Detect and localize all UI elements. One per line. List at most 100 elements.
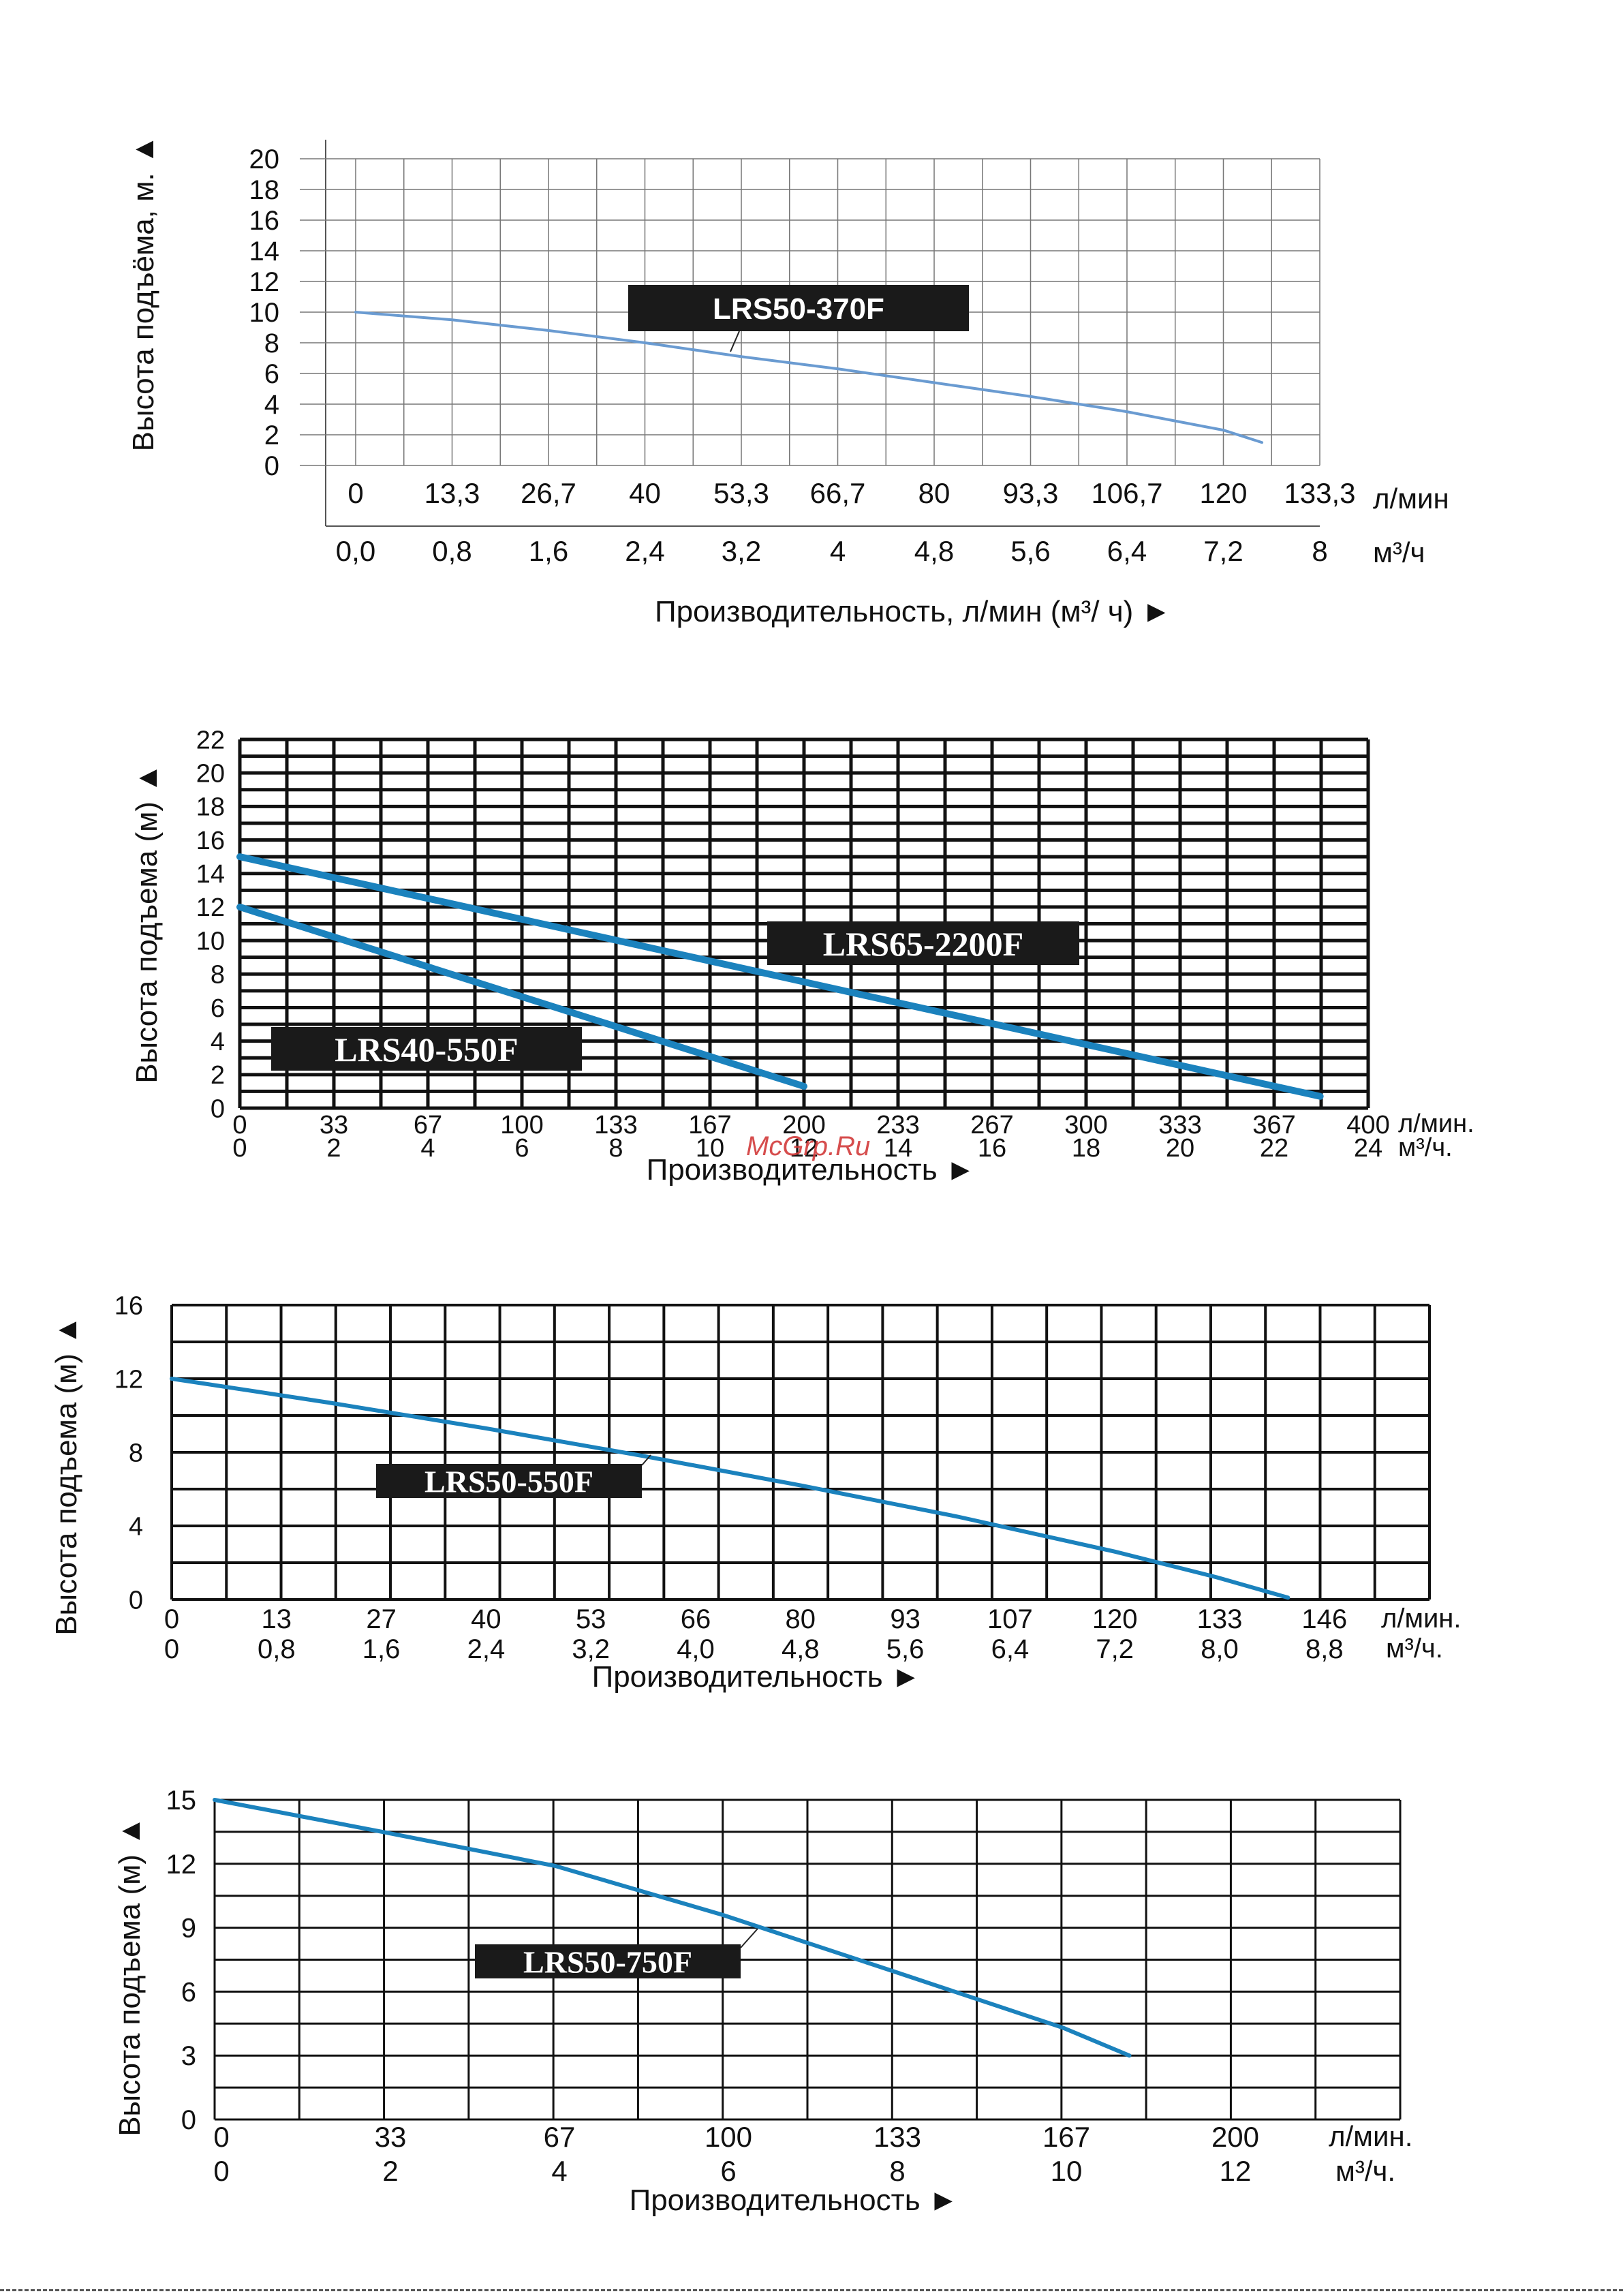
x-tick-label-m3h: 20 — [1166, 1134, 1194, 1163]
y-axis-label: Высота подъема (м) ▲ — [113, 1816, 146, 2137]
label-leader-line — [641, 1454, 651, 1466]
x-tick-label-lmin: 200 — [782, 1111, 825, 1139]
x-tick-label-lmin: 120 — [1199, 477, 1247, 509]
x-tick-label-lmin: 33 — [320, 1111, 348, 1139]
unit-lmin: л/мин. — [1329, 2120, 1412, 2152]
x-tick-label-lmin: 53,3 — [713, 477, 769, 509]
x-tick-label-m3h: 7,2 — [1096, 1634, 1134, 1664]
x-tick-label-m3h: 4 — [420, 1134, 435, 1163]
curve-lrs50-370f — [354, 311, 1264, 444]
x-tick-label-lmin: 67 — [544, 2121, 576, 2153]
series-label-box — [628, 285, 969, 331]
page-bottom-rule — [0, 2289, 1623, 2291]
x-tick-label-lmin: 200 — [1211, 2121, 1259, 2153]
x-tick-label-lmin: 0 — [232, 1111, 247, 1139]
x-axis-label: Производительность ► — [647, 1153, 976, 1187]
x-tick-label-m3h: 0,8 — [258, 1634, 296, 1664]
x-tick-label-lmin: 133,3 — [1284, 477, 1355, 509]
y-tick-label: 8 — [129, 1439, 143, 1467]
y-tick-label: 9 — [181, 1914, 196, 1944]
x-tick-label-lmin: 100 — [500, 1111, 543, 1139]
x-tick-label-lmin: 80 — [918, 477, 950, 509]
unit-m3h: м³/ч. — [1398, 1133, 1453, 1162]
x-tick-label-m3h: 7,2 — [1203, 535, 1243, 567]
series-label: LRS50-750F — [523, 1945, 692, 1980]
x-tick-label-m3h: 4,0 — [677, 1634, 715, 1664]
x-tick-label-m3h: 14 — [884, 1134, 912, 1163]
y-tick-label: 2 — [264, 420, 279, 450]
x-axis-label: Производительность, л/мин (м³/ ч) ► — [655, 595, 1171, 628]
x-tick-label-m3h: 6,4 — [991, 1634, 1030, 1664]
x-tick-label-m3h: 8,0 — [1201, 1634, 1239, 1664]
y-tick-label: 8 — [211, 961, 225, 990]
chart-lrs50-550f: Высота подъема (м) ▲ Производительность … — [50, 1291, 1462, 1694]
x-tick-label-m3h: 1,6 — [529, 535, 568, 567]
series-label: LRS65-2200F — [823, 925, 1023, 963]
x-tick-label-lmin: 33 — [375, 2121, 407, 2153]
x-tick-label-m3h: 4 — [551, 2155, 567, 2187]
y-tick-label: 18 — [249, 175, 280, 205]
x-tick-label-lmin: 133 — [1197, 1604, 1243, 1634]
x-tick-label-m3h: 6 — [514, 1134, 529, 1163]
x-tick-label-m3h: 2 — [382, 2155, 398, 2187]
x-tick-label-m3h: 1,6 — [362, 1634, 401, 1664]
x-tick-label-lmin: 167 — [688, 1111, 731, 1139]
x-tick-label-lmin: 400 — [1346, 1111, 1389, 1139]
x-tick-label-lmin: 233 — [876, 1111, 919, 1139]
x-tick-label-m3h: 6,4 — [1107, 535, 1147, 567]
x-tick-label-m3h: 2 — [326, 1134, 341, 1163]
x-tick-label-m3h: 3,2 — [722, 535, 761, 567]
x-tick-label-m3h: 0,0 — [336, 535, 375, 567]
x-tick-label-m3h: 4,8 — [914, 535, 954, 567]
x-tick-label-m3h: 12 — [790, 1134, 818, 1163]
unit-m3h: м³/ч. — [1386, 1634, 1443, 1664]
y-tick-label: 6 — [181, 1977, 196, 2007]
y-tick-label: 0 — [129, 1586, 143, 1614]
x-tick-label-lmin: 0 — [164, 1604, 179, 1634]
y-tick-label: 15 — [166, 1786, 197, 1816]
chart-lrs50-370f: Высота подъёма, м. ▲ Производительность,… — [127, 135, 1449, 628]
series-label: LRS50-370F — [713, 292, 884, 326]
y-tick-label: 10 — [249, 298, 280, 328]
y-tick-label: 16 — [249, 206, 280, 236]
x-tick-label-lmin: 106,7 — [1091, 477, 1162, 509]
x-tick-label-lmin: 13,3 — [424, 477, 480, 509]
y-axis-label: Высота подъёма, м. ▲ — [127, 135, 160, 452]
x-tick-label-lmin: 26,7 — [521, 477, 576, 509]
x-tick-label-m3h: 0 — [232, 1134, 247, 1163]
x-tick-label-lmin: 333 — [1158, 1111, 1201, 1139]
x-tick-label-lmin: 66,7 — [810, 477, 866, 509]
y-tick-label: 12 — [166, 1850, 197, 1880]
x-tick-label-lmin: 267 — [970, 1111, 1013, 1139]
x-tick-label-m3h: 5,6 — [886, 1634, 925, 1664]
x-tick-label-m3h: 8 — [889, 2155, 905, 2187]
x-tick-label-m3h: 8,8 — [1305, 1634, 1344, 1664]
x-tick-label-lmin: 93,3 — [1003, 477, 1059, 509]
x-axis-label: Производительность ► — [630, 2184, 959, 2217]
series-label-box — [271, 1027, 582, 1071]
y-tick-label: 4 — [264, 390, 279, 420]
x-tick-label-m3h: 8 — [1312, 535, 1327, 567]
y-tick-label: 0 — [264, 451, 279, 481]
y-tick-label: 20 — [196, 759, 225, 788]
x-tick-label-m3h: 2,4 — [625, 535, 664, 567]
y-tick-label: 18 — [196, 793, 225, 822]
x-tick-label-lmin: 367 — [1252, 1111, 1295, 1139]
curve-lrs40-550f — [236, 903, 807, 1090]
x-tick-label-lmin: 80 — [786, 1604, 816, 1634]
x-tick-label-lmin: 53 — [576, 1604, 606, 1634]
series-label-box — [767, 921, 1079, 965]
y-tick-label: 0 — [181, 2105, 196, 2135]
x-tick-label-lmin: 167 — [1042, 2121, 1090, 2153]
x-tick-label-lmin: 133 — [594, 1111, 637, 1139]
unit-m3h: м³/ч. — [1335, 2155, 1395, 2187]
y-tick-label: 6 — [264, 359, 279, 389]
series-label-box — [376, 1464, 642, 1498]
x-tick-label-m3h: 10 — [696, 1134, 724, 1163]
chart-lrs50-750f: Высота подъема (м) ▲ Производительность … — [113, 1786, 1412, 2217]
x-tick-label-lmin: 40 — [471, 1604, 501, 1634]
x-tick-label-lmin: 0 — [347, 477, 363, 509]
x-tick-label-lmin: 27 — [366, 1604, 397, 1634]
curve-lrs65-2200f — [236, 853, 1324, 1100]
unit-lmin: л/мин. — [1381, 1604, 1462, 1634]
